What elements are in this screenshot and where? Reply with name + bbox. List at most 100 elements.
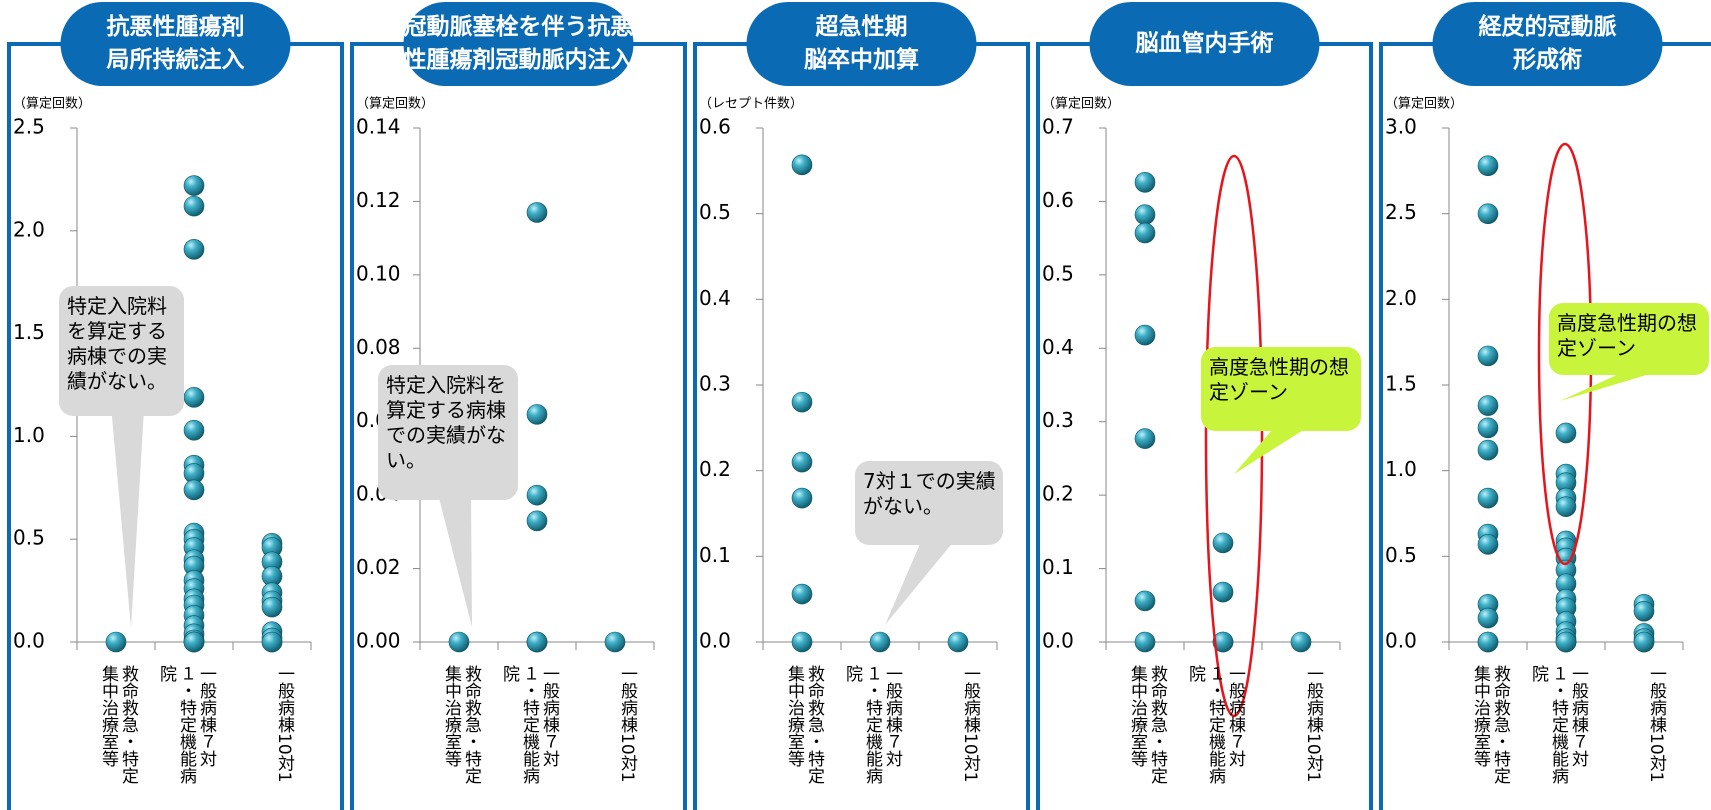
y-tick-label: 0.0 [699,629,731,653]
data-point [1555,631,1577,653]
y-tick-label: 1.5 [1385,372,1417,396]
x-tick-label: 救命救急・特定集中治療室等 [784,665,824,784]
callout-box [378,365,518,500]
x-tick-label: 救命救急・特定集中治療室等 [441,665,481,784]
data-point [183,239,205,260]
x-tick-label: 一般病棟７対１・特定機能病院 [842,665,902,784]
data-point [791,487,813,509]
data-point [526,404,548,425]
data-point [261,596,283,618]
y-tick-label: 0.5 [699,200,731,224]
y-tick-label: 0.4 [1042,335,1074,359]
data-point [1477,607,1499,629]
data-point [791,391,813,413]
data-point [1633,600,1655,622]
panel-title: 脳卒中加算 [804,46,919,73]
x-tick-label: 一般病棟10対1 [274,665,294,783]
data-point [1477,417,1499,439]
data-point [183,419,205,441]
annotation: 高度急性期の想定ゾーン [1209,355,1349,404]
data-point [1477,203,1499,224]
x-tick-label: 一般病棟10対1 [617,665,637,783]
data-point [526,510,548,532]
x-tick-label: 救命救急・特定集中治療室等 [1470,665,1510,784]
data-point [526,202,548,223]
annotation: 特定入院料を算定する病棟での実績がない。 [67,294,167,393]
y-tick-label: 0.6 [699,115,731,139]
data-point [1134,204,1156,225]
data-point [947,631,969,653]
callout-tail [111,414,144,628]
y-tick-label: 0.0 [13,629,45,653]
x-tick-label: 一般病棟10対1 [960,665,980,783]
callout-tail [439,498,472,627]
x-tick-label: 一般病棟10対1 [1303,665,1323,783]
x-tick-label: 一般病棟７対１・特定機能病院 [1185,665,1245,784]
y-axis-label: （レセプト件数） [699,97,803,112]
x-tick-label: 一般病棟７対１・特定機能病院 [1528,665,1588,784]
panel-title: 性腫瘍剤冠動脈内注入 [404,46,634,73]
x-tick-label: 一般病棟７対１・特定機能病院 [156,665,216,784]
panel-title: 超急性期 [816,13,908,40]
data-point [1633,631,1655,653]
data-point [1555,422,1577,444]
x-tick-label: 一般病棟10対1 [1646,665,1666,783]
callout-box [1549,303,1709,375]
data-point [183,175,205,196]
y-tick-label: 0.10 [356,261,401,285]
y-tick-label: 0.5 [1385,543,1417,567]
data-point [1134,590,1156,612]
panel-title: 脳血管内手術 [1136,30,1274,57]
y-tick-label: 0.5 [13,526,45,550]
y-tick-label: 0.08 [356,335,401,359]
data-point [183,479,205,501]
title-pill [1432,2,1663,86]
annotation: 高度急性期の想定ゾーン [1557,311,1697,360]
y-tick-label: 0.2 [1042,482,1074,506]
data-point [1212,532,1234,554]
callout-box [1201,347,1361,431]
title-pill [1089,2,1320,86]
data-point [448,631,470,653]
data-point [791,583,813,605]
data-point [1477,534,1499,555]
x-tick-label: 一般病棟７対１・特定機能病院 [499,665,559,784]
data-point [1134,172,1156,193]
y-axis-label: （算定回数） [13,97,91,112]
data-point [183,387,205,408]
y-tick-label: 0.3 [699,372,731,396]
data-point [261,631,283,653]
y-tick-label: 0.14 [356,115,401,139]
y-tick-label: 2.5 [1385,200,1417,224]
y-tick-label: 3.0 [1385,115,1417,139]
data-point [1477,439,1499,461]
y-tick-label: 0.12 [356,188,401,212]
y-tick-label: 0.1 [699,543,731,567]
callout-tail [1560,373,1653,401]
panel-title: 局所持続注入 [107,46,245,73]
y-axis-label: （算定回数） [1385,97,1463,112]
y-tick-label: 1.0 [13,423,45,447]
callout-tail [1234,429,1305,474]
y-axis-label: （算定回数） [1042,97,1120,112]
data-point [1477,345,1499,367]
title-pill [60,2,291,86]
data-point [1134,222,1156,244]
data-point [1134,324,1156,346]
y-tick-label: 0.5 [1042,261,1074,285]
callout-box [59,286,184,416]
y-tick-label: 1.5 [13,320,45,344]
data-point [526,631,548,653]
data-point [1477,487,1499,509]
y-tick-label: 0.7 [1042,115,1074,139]
y-tick-label: 0.0 [1042,629,1074,653]
y-tick-label: 2.0 [13,217,45,241]
data-point [1134,428,1156,449]
x-tick-label: 救命救急・特定集中治療室等 [98,665,138,784]
zone-ellipse [1204,154,1264,718]
panel-title: 経皮的冠動脈 [1479,13,1617,40]
y-tick-label: 2.5 [13,115,45,139]
data-point [183,631,205,653]
